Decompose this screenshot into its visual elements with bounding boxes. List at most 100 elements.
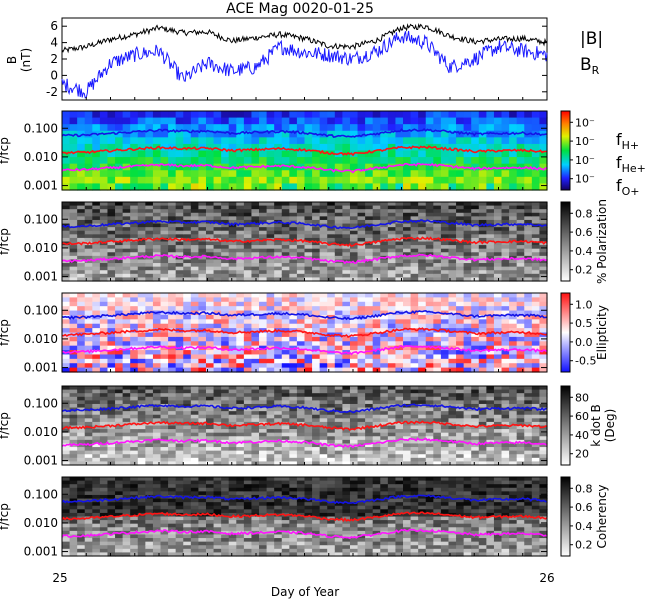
heatmap-cell (463, 183, 472, 191)
heatmap-cell (236, 432, 245, 437)
gyro-line-f-o (61, 162, 548, 174)
heatmap-cell (259, 150, 268, 158)
heatmap-cell (448, 332, 457, 338)
heatmap-cell (395, 252, 404, 257)
heatmap-cell (92, 350, 101, 356)
heatmap-cell (478, 205, 487, 210)
heatmap-cell (448, 227, 457, 232)
heatmap-cell (433, 461, 442, 466)
heatmap-cell (243, 429, 253, 434)
heatmap-cell (69, 389, 78, 394)
heatmap-cell (539, 255, 548, 261)
heatmap-cell (312, 328, 321, 334)
ytick-label: 0.001 (24, 361, 58, 375)
heatmap-cell (327, 439, 336, 445)
heatmap-cell (395, 418, 404, 423)
heatmap-cell (84, 237, 93, 243)
heatmap-cell (327, 425, 336, 430)
heatmap-cell (289, 414, 298, 419)
heatmap-cell (433, 248, 442, 253)
heatmap-cell (152, 389, 162, 394)
heatmap-cell (531, 212, 541, 217)
heatmap-cell (478, 301, 487, 307)
heatmap-cell (493, 301, 503, 307)
heatmap-cell (387, 124, 397, 132)
gyro-line-f-he (61, 236, 548, 248)
heatmap-cell (92, 230, 101, 235)
heatmap-cell (115, 345, 124, 351)
heatmap-cell (289, 310, 298, 316)
heatmap-cell (516, 230, 525, 235)
heatmap-cell (433, 319, 442, 325)
heatmap-cell (115, 454, 124, 459)
heatmap-cell (312, 345, 321, 351)
heatmap-cell (471, 124, 480, 132)
heatmap-cell (205, 447, 215, 452)
heatmap-cell (228, 407, 237, 412)
heatmap-cell (99, 429, 109, 434)
heatmap-cell (463, 216, 472, 221)
heatmap-cell (259, 429, 268, 434)
heatmap-cell (296, 447, 306, 452)
colorbar-tick-label: 0.8 (575, 207, 593, 220)
heatmap-cell (228, 150, 237, 158)
heatmap-cell (266, 170, 275, 178)
heatmap-cell (160, 273, 169, 279)
heatmap-cell (539, 414, 548, 419)
legend-b-radial-sub: R (592, 64, 600, 77)
heatmap-cell (69, 248, 78, 253)
heatmap-cell (448, 314, 457, 320)
heatmap-cell (168, 241, 177, 246)
heatmap-cell (448, 183, 457, 191)
heatmap-cell (251, 389, 260, 394)
heatmap-cell (524, 297, 533, 303)
heatmap-cell (107, 314, 116, 320)
heatmap-cell (501, 400, 510, 405)
heatmap-cell (99, 263, 109, 268)
heatmap-cell (471, 245, 480, 250)
heatmap-cell (478, 354, 487, 360)
heatmap-cell (342, 237, 351, 243)
heatmap-cell (509, 273, 518, 279)
heatmap-cell (304, 418, 313, 423)
heatmap-cell (62, 341, 71, 347)
heatmap-cell (183, 393, 192, 398)
heatmap-cell (115, 323, 124, 329)
heatmap-cell (289, 393, 298, 398)
heatmap-cell (183, 407, 192, 412)
heatmap-cell (130, 163, 139, 171)
heatmap-cell (387, 429, 397, 434)
heatmap-cell (228, 259, 237, 264)
heatmap-cell (160, 163, 169, 171)
heatmap-cell (342, 439, 351, 445)
heatmap-cell (524, 414, 533, 419)
heatmap-cell (160, 363, 169, 369)
heatmap-cell (77, 345, 86, 351)
heatmap-cell (395, 183, 404, 191)
heatmap-cell (463, 407, 472, 412)
heatmap-cell (281, 259, 290, 264)
heatmap-cell (334, 230, 343, 235)
ytick-label: 0.001 (24, 179, 58, 193)
heatmap-cell (463, 367, 472, 373)
heatmap-cell (334, 407, 343, 412)
heatmap-cell (266, 143, 275, 152)
heatmap-cell (380, 436, 389, 441)
heatmap-cell (425, 202, 434, 207)
heatmap-cell (463, 273, 472, 279)
heatmap-cell (228, 386, 237, 391)
heatmap-cell (509, 314, 518, 320)
heatmap-cell (168, 450, 177, 455)
heatmap-cell (84, 216, 93, 221)
heatmap-cell (221, 414, 230, 419)
heatmap-cell (130, 432, 139, 437)
heatmap-cell (175, 263, 184, 268)
heatmap-cell (410, 170, 419, 178)
heatmap-cell (236, 117, 245, 125)
heatmap-cell (509, 345, 518, 351)
heatmap-cell (107, 176, 116, 185)
heatmap-cell (190, 336, 200, 342)
heatmap-cell (456, 270, 465, 275)
heatmap-cell (115, 358, 124, 364)
heatmap-cell (92, 421, 101, 427)
